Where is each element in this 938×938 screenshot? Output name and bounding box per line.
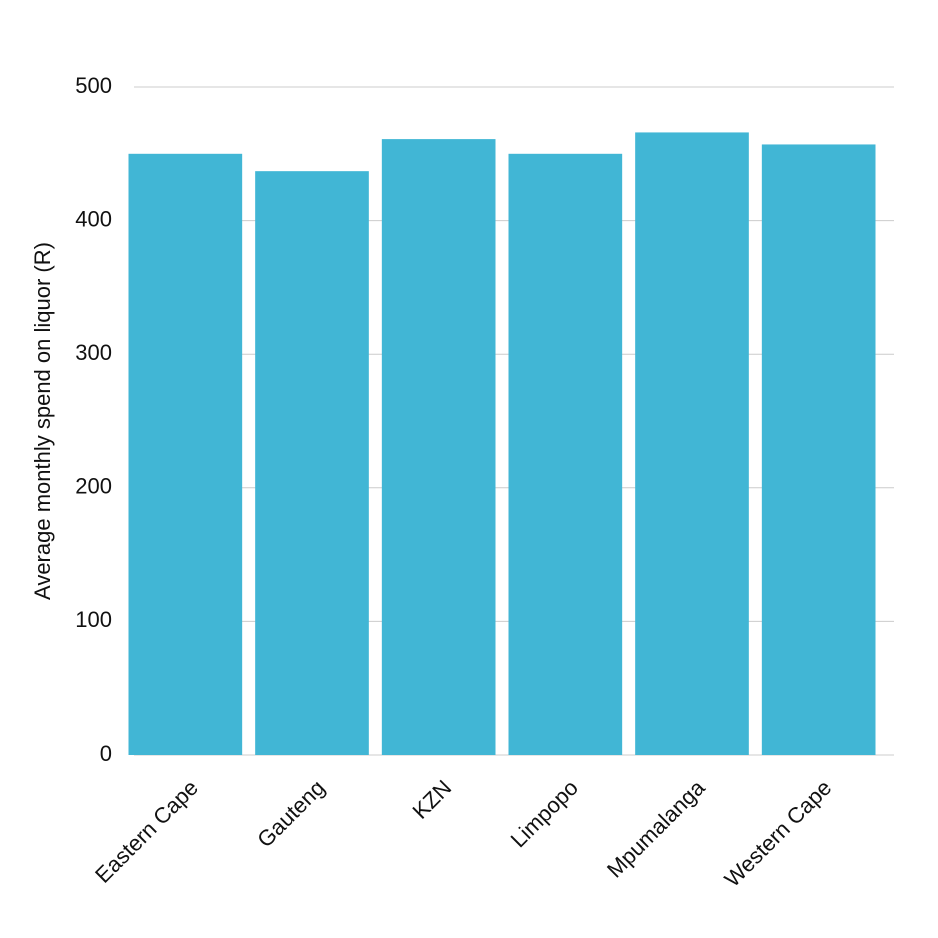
x-tick-label: Western Cape xyxy=(719,775,836,892)
x-tick-label: Gauteng xyxy=(252,775,329,852)
x-tick-label: Limpopo xyxy=(506,775,583,852)
y-tick-label: 500 xyxy=(75,73,112,98)
bar xyxy=(761,144,876,755)
bar xyxy=(635,132,749,755)
y-axis-label: Average monthly spend on liquor (R) xyxy=(30,242,55,600)
x-tick-label: Mpumalanga xyxy=(602,774,710,882)
y-tick-label: 0 xyxy=(100,741,112,766)
bar xyxy=(381,139,496,755)
bar xyxy=(128,153,243,756)
x-tick-label: KZN xyxy=(408,775,457,824)
y-tick-label: 100 xyxy=(75,607,112,632)
y-tick-label: 200 xyxy=(75,474,112,499)
x-tick-label: Eastern Cape xyxy=(90,775,203,888)
y-tick-label: 400 xyxy=(75,206,112,231)
bar xyxy=(255,171,369,756)
y-tick-label: 300 xyxy=(75,340,112,365)
bar xyxy=(508,153,623,756)
